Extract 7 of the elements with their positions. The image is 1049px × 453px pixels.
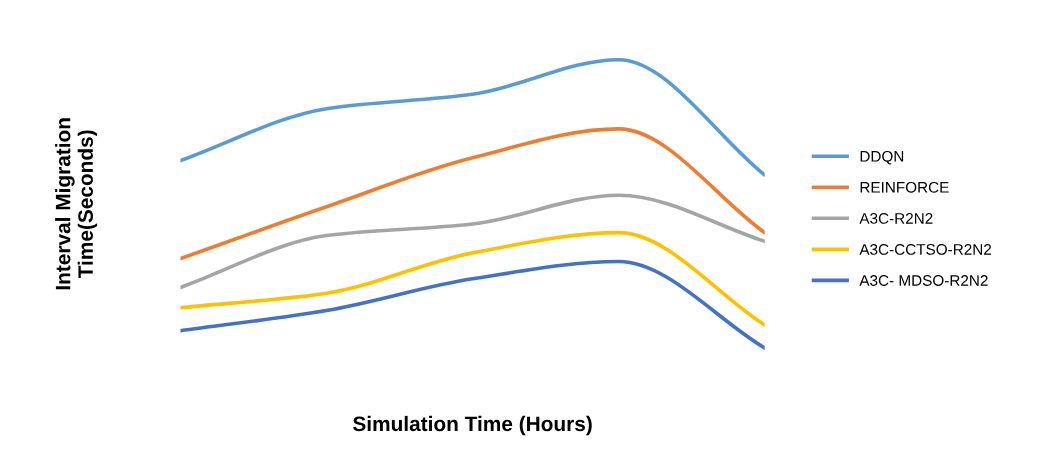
legend-label: DDQN <box>860 150 904 165</box>
legend-label: A3C-CCTSO-R2N2 <box>859 244 992 255</box>
legend-label: A3C-R2N2 <box>859 212 933 224</box>
legend-label: REINFORCE <box>860 181 949 193</box>
legend-label: A3C- MDSO-R2N2 <box>859 275 988 286</box>
y-axis-title: Interval Migration Time(Seconds) <box>55 118 98 290</box>
x-axis-title: Simulation Time (Hours) <box>352 415 592 436</box>
